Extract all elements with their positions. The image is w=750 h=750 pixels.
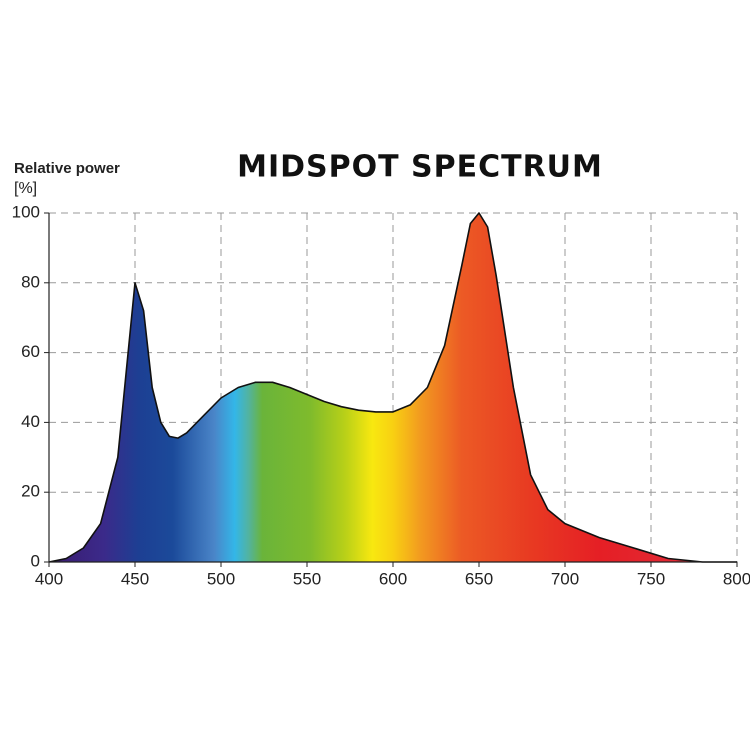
x-tick-label: 450	[121, 569, 149, 588]
y-tick-label: 100	[12, 202, 40, 221]
y-axis-unit: [%]	[14, 180, 37, 197]
y-tick-label: 0	[31, 551, 40, 570]
line	[48, 212, 737, 563]
y-tick-label: 40	[21, 412, 40, 431]
y-axis-label: Relative power	[14, 160, 120, 177]
x-tick-label: 600	[379, 569, 407, 588]
x-tick-label: 400	[35, 569, 63, 588]
y-tick-label: 60	[21, 342, 40, 361]
y-tick-label: 80	[21, 272, 40, 291]
chart-title: MIDSPOT SPECTRUM	[237, 150, 603, 185]
area	[49, 213, 737, 562]
x-tick-label: 700	[551, 569, 579, 588]
x-tick-label: 750	[637, 569, 665, 588]
x-tick-label: 650	[465, 569, 493, 588]
x-tick-label: 550	[293, 569, 321, 588]
x-tick-label: 500	[207, 569, 235, 588]
x-tick-label: 800	[723, 569, 750, 588]
y-tick-label: 20	[21, 482, 40, 501]
